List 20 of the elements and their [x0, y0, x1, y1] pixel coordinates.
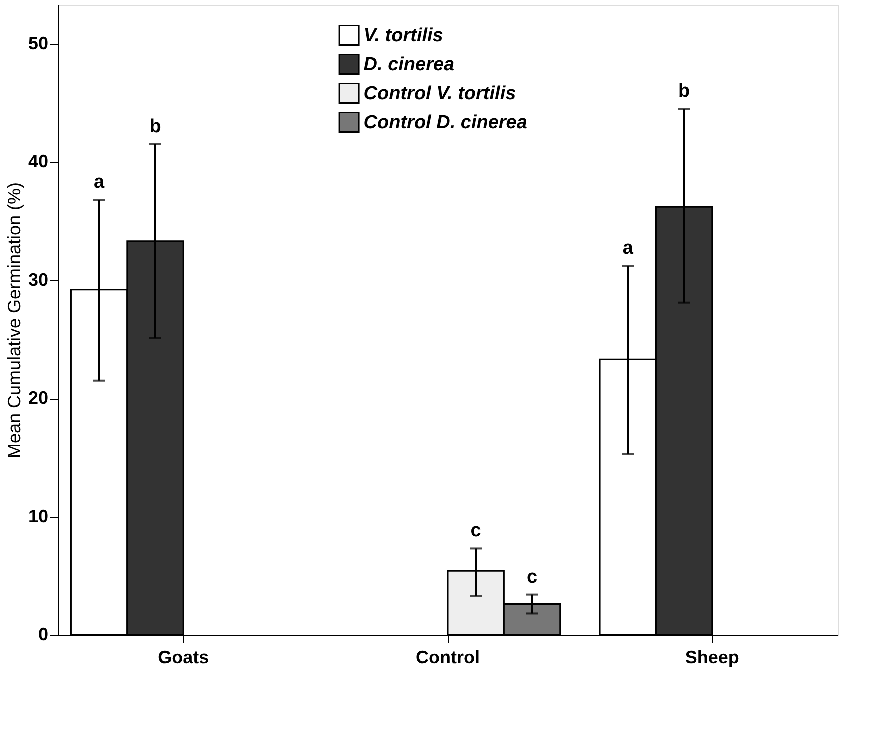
annotation: a: [94, 172, 106, 194]
y-tick-label: 10: [28, 506, 48, 526]
annotation: c: [526, 566, 538, 588]
x-tick-label: Sheep: [685, 648, 740, 668]
legend-label: Control D. cinerea: [364, 112, 528, 134]
y-tick-label: 30: [28, 270, 48, 290]
x-tick-label: Goats: [158, 648, 210, 668]
annotation: a: [622, 238, 634, 260]
annotation: c: [470, 520, 482, 542]
y-axis-title: Mean Cumulative Germination (%): [4, 182, 24, 459]
legend-label: Control V. tortilis: [364, 84, 516, 104]
y-tick-label: 20: [28, 388, 48, 408]
legend-label: V. tortilis: [364, 26, 444, 46]
legend-label: D. cinerea: [364, 54, 456, 76]
y-tick-label: 50: [28, 34, 48, 54]
y-tick-label: 40: [28, 152, 48, 172]
x-tick-label: Control: [416, 648, 480, 668]
annotation: b: [150, 116, 162, 138]
annotation: b: [678, 81, 690, 102]
y-tick-label: 0: [38, 624, 48, 644]
